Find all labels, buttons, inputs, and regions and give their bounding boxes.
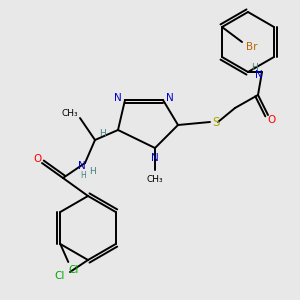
Text: H: H	[100, 130, 106, 139]
Text: CH₃: CH₃	[62, 110, 78, 118]
Text: H: H	[80, 170, 86, 179]
Text: Cl: Cl	[68, 265, 79, 275]
Text: S: S	[212, 116, 220, 128]
Text: CH₃: CH₃	[147, 176, 163, 184]
Text: N: N	[78, 161, 86, 171]
Text: Cl: Cl	[55, 271, 65, 281]
Text: N: N	[166, 93, 174, 103]
Text: O: O	[268, 115, 276, 125]
Text: N: N	[114, 93, 122, 103]
Text: methyl: methyl	[153, 177, 158, 178]
Text: O: O	[33, 154, 41, 164]
Text: Br: Br	[246, 42, 258, 52]
Text: H: H	[88, 167, 95, 176]
Text: N: N	[151, 153, 159, 163]
Text: N: N	[255, 70, 263, 80]
Text: H: H	[250, 62, 257, 71]
